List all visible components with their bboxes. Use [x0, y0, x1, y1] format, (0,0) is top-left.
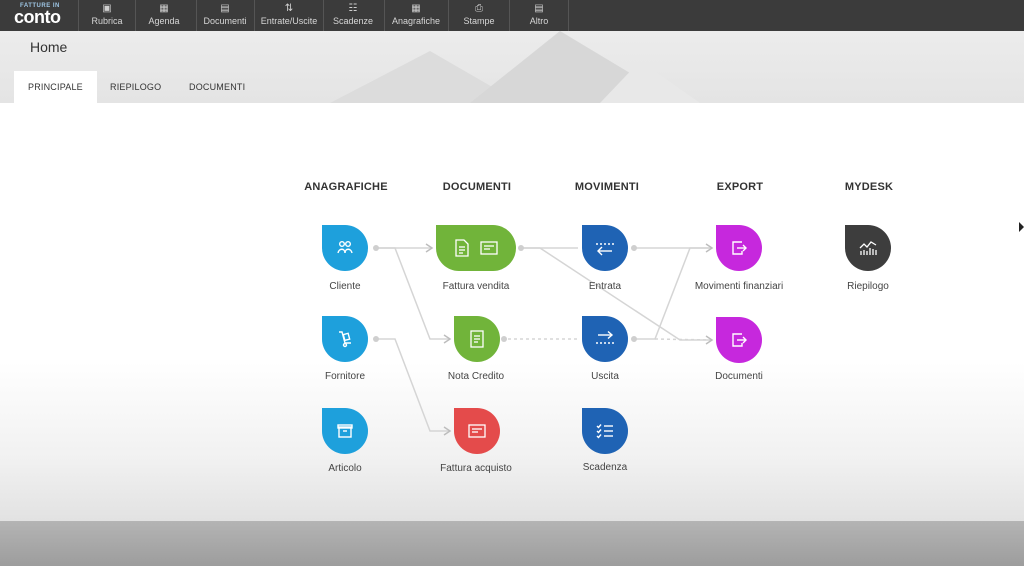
grid-icon: ▦ [411, 3, 421, 14]
logo-text: conto [14, 7, 61, 27]
nav-label: Stampe [463, 16, 495, 26]
nav-label: Entrate/Uscite [260, 16, 318, 26]
node-label-entrata: Entrata [588, 281, 622, 292]
nav-agenda[interactable]: ▦ Agenda [135, 0, 192, 31]
main-content: ANAGRAFICHE DOCUMENTI MOVIMENTI EXPORT M… [0, 103, 1024, 521]
footer-bar [0, 521, 1024, 566]
flow-connectors [373, 243, 714, 436]
node-label-cliente: Cliente [329, 281, 361, 292]
node-label-fornitore: Fornitore [324, 371, 365, 382]
node-label-fattura-vendita: Fattura vendita [442, 281, 510, 292]
nav-label: Scadenze [332, 16, 374, 26]
export-icon [716, 317, 762, 363]
box-icon [322, 408, 368, 454]
users-icon [322, 225, 368, 271]
invoice-icon [436, 225, 516, 271]
handtruck-icon [322, 316, 368, 362]
nav-rubrica[interactable]: ▣ Rubrica [78, 0, 135, 31]
column-heading-documenti: DOCUMENTI [442, 181, 512, 193]
document-gear-icon: ▤ [534, 3, 544, 14]
nav-label: Anagrafiche [391, 16, 441, 26]
page-title: Home [30, 39, 68, 55]
nav-label: Agenda [148, 16, 180, 26]
printer-icon: ⎙ [475, 3, 483, 14]
nav-label: Rubrica [91, 16, 123, 26]
top-toolbar: FATTURE IN conto ▣ Rubrica ▦ Agenda ▤ Do… [0, 0, 1024, 31]
column-heading-movimenti: MOVIMENTI [574, 181, 640, 193]
node-label-fattura-acquisto: Fattura acquisto [440, 463, 512, 474]
document-icon: ▤ [220, 3, 230, 14]
chart-icon [845, 225, 891, 271]
receipt-icon [454, 408, 500, 454]
column-heading-export: EXPORT [716, 181, 764, 193]
node-label-nota-credito: Nota Credito [447, 371, 505, 382]
node-label-articolo: Articolo [328, 463, 362, 474]
arrow-out-icon [582, 316, 628, 362]
nav-label: Documenti [203, 16, 247, 26]
tab-documenti[interactable]: DOCUMENTI [189, 82, 246, 92]
document-lines-icon [454, 316, 500, 362]
node-label-movimenti-finanziari: Movimenti finanziari [694, 281, 784, 292]
app-logo[interactable]: FATTURE IN conto [10, 2, 70, 29]
arrow-in-icon [582, 225, 628, 271]
tab-riepilogo[interactable]: RIEPILOGO [110, 82, 162, 92]
checklist-icon [582, 408, 628, 454]
node-label-uscita: Uscita [591, 371, 619, 382]
node-label-scadenza: Scadenza [582, 462, 628, 473]
nav-altro[interactable]: ▤ Altro [509, 0, 569, 31]
logo-small-text: FATTURE IN [20, 3, 60, 9]
mouse-cursor [1019, 222, 1024, 232]
column-heading-mydesk: MYDESK [844, 181, 894, 193]
checklist-icon: ☷ [348, 3, 358, 14]
nav-anagrafiche[interactable]: ▦ Anagrafiche [384, 0, 447, 31]
mountain-background [330, 31, 700, 103]
nav-scadenze[interactable]: ☷ Scadenze [323, 0, 382, 31]
address-book-icon: ▣ [102, 3, 112, 14]
node-label-riepilogo: Riepilogo [847, 281, 889, 292]
calendar-icon: ▦ [159, 3, 169, 14]
nav-label: Altro [529, 16, 549, 26]
export-icon [716, 225, 762, 271]
tab-principale[interactable]: PRINCIPALE [14, 71, 97, 103]
column-heading-anagrafiche: ANAGRAFICHE [304, 181, 388, 193]
updown-arrows-icon: ⇅ [284, 3, 294, 14]
node-label-documenti-export: Documenti [715, 371, 763, 382]
nav-stampe[interactable]: ⎙ Stampe [448, 0, 509, 31]
nav-entrate-uscite[interactable]: ⇅ Entrate/Uscite [254, 0, 323, 31]
page-header: Home PRINCIPALE RIEPILOGO DOCUMENTI [0, 31, 1024, 103]
nav-documenti[interactable]: ▤ Documenti [196, 0, 253, 31]
